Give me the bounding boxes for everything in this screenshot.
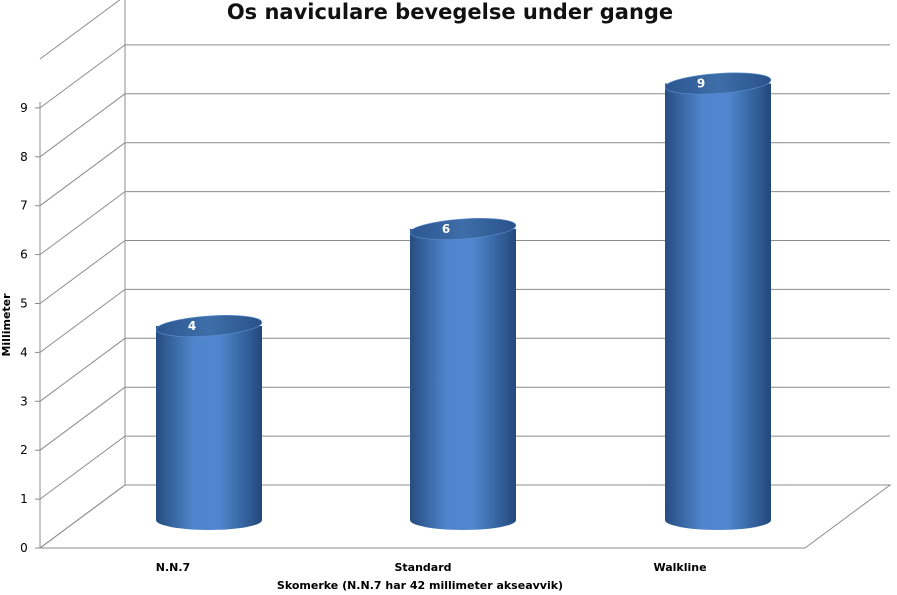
bar: 9 bbox=[664, 72, 772, 530]
bar-top bbox=[664, 72, 772, 95]
bar-body bbox=[410, 229, 516, 530]
bar-body bbox=[156, 326, 262, 530]
bar-series: 4 6 9 bbox=[155, 72, 772, 530]
gridline-side bbox=[39, 93, 126, 158]
y-tick-label: 9 bbox=[20, 101, 28, 115]
gridline-side bbox=[39, 435, 126, 500]
gridline-side bbox=[39, 240, 126, 304]
floor-outline bbox=[38, 484, 892, 549]
data-label: 6 bbox=[442, 222, 450, 236]
bar: 6 bbox=[409, 218, 517, 530]
chart-title: Os naviculare bevegelse under gange bbox=[227, 0, 673, 24]
bar-top bbox=[155, 315, 263, 337]
y-tick-label: 0 bbox=[20, 541, 28, 555]
gridline-side bbox=[39, 0, 121, 60]
chart-floor bbox=[38, 484, 892, 549]
gridline-side bbox=[39, 386, 126, 451]
y-tick-label: 1 bbox=[20, 492, 28, 506]
gridline-side bbox=[39, 337, 126, 402]
y-tick-label: 6 bbox=[20, 248, 28, 262]
bar-body bbox=[665, 83, 771, 530]
y-tick-label: 5 bbox=[20, 297, 28, 311]
gridline-side bbox=[39, 288, 126, 353]
x-tick-label: Standard bbox=[394, 561, 451, 574]
data-label: 4 bbox=[188, 319, 196, 333]
y-tick-label: 8 bbox=[20, 150, 28, 164]
x-tick-label: N.N.7 bbox=[156, 561, 190, 574]
gridline-side bbox=[39, 142, 126, 207]
x-tick-label: Walkline bbox=[653, 561, 706, 574]
gridline-side bbox=[39, 44, 126, 109]
gridline-side bbox=[39, 191, 126, 256]
y-tick-label: 2 bbox=[20, 443, 28, 457]
bar: 4 bbox=[155, 315, 263, 530]
x-axis-label: Skomerke (N.N.7 har 42 millimeter akseav… bbox=[277, 579, 563, 592]
bar-top bbox=[409, 218, 517, 240]
y-axis-label: Millimeter bbox=[0, 293, 13, 357]
y-tick-label: 3 bbox=[20, 394, 28, 408]
y-tick-label: 7 bbox=[20, 199, 28, 213]
x-axis-ticks: N.N.7 Standard Walkline bbox=[156, 561, 707, 574]
data-label: 9 bbox=[697, 77, 705, 91]
y-tick-label: 4 bbox=[20, 345, 28, 359]
y-axis-ticks: 0 1 2 3 4 5 6 7 8 9 bbox=[20, 101, 41, 555]
